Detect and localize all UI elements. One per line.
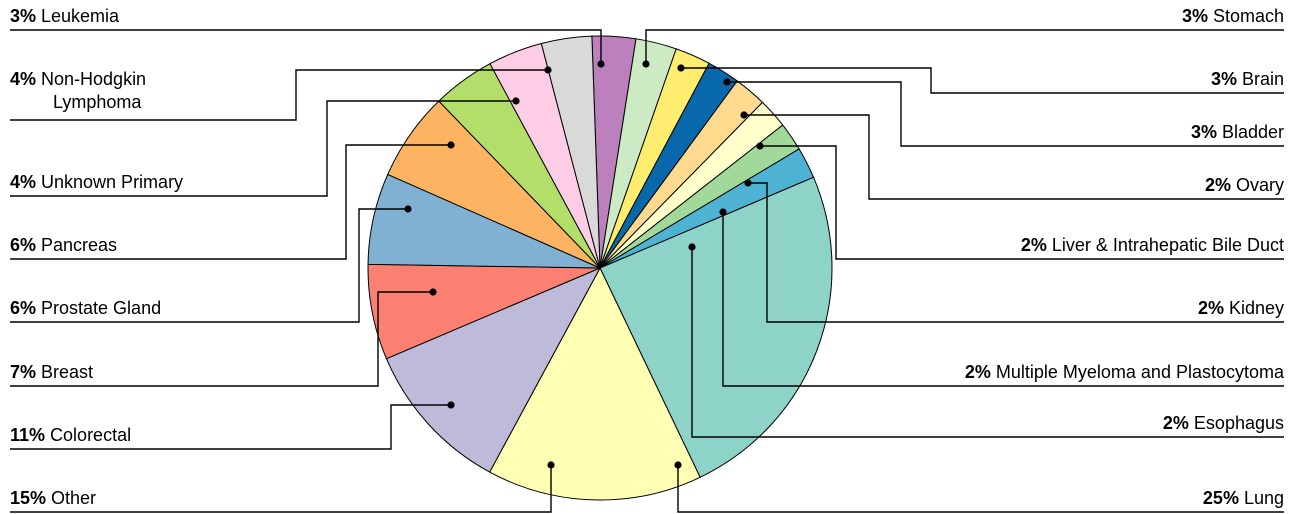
- label-pct-multiple-myeloma-and-plastocytoma: 2%: [965, 362, 991, 382]
- leader-kidney: [748, 182, 1284, 323]
- leader-non-hodgkin-lymphoma: [10, 69, 548, 121]
- leader-dot-unknown-primary: [512, 97, 520, 105]
- slice-labels: 3% Leukemia 4% Non-Hodgkin Lymphoma 4% Unkn…: [10, 6, 1285, 508]
- leader-dot-bladder: [723, 78, 731, 86]
- label-pct-breast: 7%: [10, 362, 36, 382]
- label-name-bladder: Bladder: [1217, 122, 1284, 142]
- label-pct-bladder: 3%: [1191, 122, 1217, 142]
- label-name-colorectal: Colorectal: [45, 425, 131, 445]
- leader-leukemia: [10, 29, 602, 64]
- label-ovary: 2% Ovary: [1205, 175, 1284, 195]
- label-name-unknown-primary: Unknown Primary: [36, 172, 183, 192]
- leader-dot-kidney: [744, 179, 752, 187]
- label-name-leukemia: Leukemia: [36, 6, 120, 26]
- leader-lines: [10, 29, 1284, 513]
- label-colorectal: 11% Colorectal: [10, 425, 131, 445]
- label-name-kidney: Kidney: [1224, 298, 1284, 318]
- label-esophagus: 2% Esophagus: [1163, 413, 1284, 433]
- label-brain: 3% Brain: [1211, 69, 1284, 89]
- label-name-pancreas: Pancreas: [36, 235, 117, 255]
- label-name-breast: Breast: [36, 362, 93, 382]
- label-pct-brain: 3%: [1211, 69, 1237, 89]
- label-pct-non-hodgkin-lymphoma: 4%: [10, 69, 36, 89]
- label-pct-colorectal: 11%: [10, 425, 45, 445]
- label-pct-ovary: 2%: [1205, 175, 1231, 195]
- label-name-multiple-myeloma-and-plastocytoma: Multiple Myeloma and Plastocytoma: [991, 362, 1285, 382]
- leader-dot-colorectal: [447, 401, 455, 409]
- label-pct-unknown-primary: 4%: [10, 172, 36, 192]
- label-lung: 25% Lung: [1203, 488, 1284, 508]
- leader-stomach: [645, 29, 1284, 64]
- label-name-liver-intrahepatic-bile-duct: Liver & Intrahepatic Bile Duct: [1047, 235, 1284, 255]
- leader-prostate-gland: [10, 208, 408, 323]
- label-pct-kidney: 2%: [1198, 298, 1224, 318]
- leader-dot-non-hodgkin-lymphoma: [544, 66, 552, 74]
- label-multiple-myeloma-and-plastocytoma: 2% Multiple Myeloma and Plastocytoma: [965, 362, 1285, 382]
- leader-esophagus: [691, 247, 1284, 438]
- leader-dot-lung: [674, 461, 682, 469]
- leader-liver-intrahepatic-bile-duct: [760, 145, 1284, 260]
- label-pct-stomach: 3%: [1182, 6, 1208, 26]
- leader-dot-stomach: [642, 60, 650, 68]
- label-liver-intrahepatic-bile-duct: 2% Liver & Intrahepatic Bile Duct: [1021, 235, 1284, 255]
- leader-dot-prostate-gland: [404, 205, 412, 213]
- label-name-other: Other: [46, 488, 96, 508]
- label-name-brain: Brain: [1237, 69, 1284, 89]
- slice-colorectal: [385, 266, 602, 473]
- label-pct-other: 15%: [10, 488, 46, 508]
- leader-bladder: [727, 81, 1284, 147]
- label-name-esophagus: Esophagus: [1189, 413, 1284, 433]
- label-pct-liver-intrahepatic-bile-duct: 2%: [1021, 235, 1047, 255]
- slice-other: [488, 266, 701, 501]
- leader-breast: [10, 291, 433, 387]
- leader-dot-breast: [429, 288, 437, 296]
- leader-dot-multiple-myeloma-and-plastocytoma: [719, 208, 727, 216]
- label-stomach: 3% Stomach: [1182, 6, 1284, 26]
- leader-unknown-primary: [10, 100, 516, 197]
- label-name-lung: Lung: [1239, 488, 1284, 508]
- leader-dot-other: [547, 461, 555, 469]
- leader-brain: [681, 67, 1284, 94]
- label-name-prostate-gland: Prostate Gland: [36, 298, 161, 318]
- slice-leukemia: [540, 35, 601, 269]
- leader-lung: [677, 465, 1284, 513]
- label-name-non-hodgkin-lymphoma-line2: Lymphoma: [53, 92, 142, 112]
- label-pct-prostate-gland: 6%: [10, 298, 36, 318]
- leader-dot-leukemia: [597, 60, 605, 68]
- leader-dot-esophagus: [688, 243, 696, 251]
- label-non-hodgkin-lymphoma: 4% Non-Hodgkin Lymphoma: [10, 69, 146, 112]
- label-unknown-primary: 4% Unknown Primary: [10, 172, 183, 192]
- label-pct-leukemia: 3%: [10, 6, 36, 26]
- leader-dot-liver-intrahepatic-bile-duct: [756, 142, 764, 150]
- leader-other: [10, 465, 552, 513]
- label-pct-lung: 25%: [1203, 488, 1239, 508]
- label-pct-pancreas: 6%: [10, 235, 36, 255]
- leader-dot-ovary: [740, 111, 748, 119]
- label-breast: 7% Breast: [10, 362, 93, 382]
- label-name-stomach: Stomach: [1208, 6, 1284, 26]
- leader-dot-brain: [677, 64, 685, 72]
- slice-lung: [599, 176, 833, 478]
- label-pct-esophagus: 2%: [1163, 413, 1189, 433]
- label-prostate-gland: 6% Prostate Gland: [10, 298, 161, 318]
- label-kidney: 2% Kidney: [1198, 298, 1284, 318]
- label-other: 15% Other: [10, 488, 96, 508]
- label-pancreas: 6% Pancreas: [10, 235, 117, 255]
- leader-pancreas: [10, 144, 451, 260]
- leader-multiple-myeloma-and-plastocytoma: [722, 212, 1284, 387]
- leader-ovary: [744, 114, 1284, 200]
- label-leukemia: 3% Leukemia: [10, 6, 120, 26]
- pie-slices: [367, 35, 833, 501]
- label-bladder: 3% Bladder: [1191, 122, 1284, 142]
- label-name-ovary: Ovary: [1231, 175, 1284, 195]
- label-name-non-hodgkin-lymphoma-line1: Non-Hodgkin: [36, 69, 146, 89]
- leader-colorectal: [10, 404, 451, 450]
- leader-dot-pancreas: [447, 141, 455, 149]
